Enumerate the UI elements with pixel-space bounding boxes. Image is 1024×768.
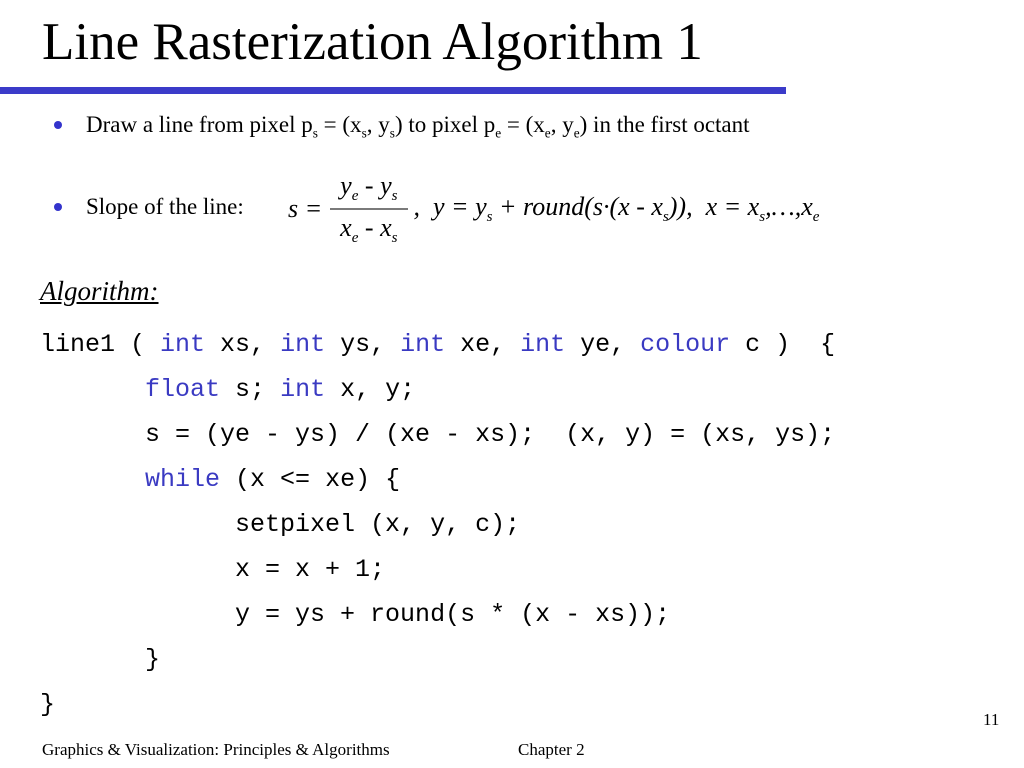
subscript-text: s (312, 125, 318, 141)
footer-chapter-label: Chapter 2 (518, 740, 585, 759)
text-segment: y = ys + round(s * (x - xs)); (40, 600, 671, 629)
formula-lhs: s = (288, 194, 322, 224)
fraction-numerator: ye - ys (330, 170, 408, 210)
slide-title: Line Rasterization Algorithm 1 (42, 13, 703, 71)
text-segment: s = (288, 194, 323, 223)
text-segment: , y = y (413, 191, 487, 221)
text-segment: y (380, 170, 392, 200)
title-underline-bar (0, 87, 786, 94)
subscript-text: s (389, 125, 395, 141)
text-segment: } (40, 690, 56, 719)
slope-formula: s = ye - ys xe - xs , y = ys + round(s·(… (288, 168, 819, 250)
subscript-text: s (361, 125, 367, 141)
subscript-text: e (544, 125, 551, 141)
text-segment: s = (ye - ys) / (xe - xs); (x, y) = (xs,… (40, 420, 836, 449)
text-segment: - (358, 213, 381, 242)
text-segment: x = x + 1; (40, 555, 386, 584)
text-segment: (x <= xe) { (220, 465, 401, 494)
subscript-text: e (495, 125, 502, 141)
text-segment: ys, (325, 330, 401, 359)
code-line: x = x + 1; (40, 547, 835, 592)
code-block: line1 ( int xs, int ys, int xe, int ye, … (40, 322, 835, 727)
bullet-text-slope: Slope of the line: (86, 194, 244, 219)
text-segment: xs, (205, 330, 281, 359)
bullet-text-draw-line: Draw a line from pixel ps = (xs, ys) to … (86, 112, 750, 142)
bullet-dot-icon (54, 203, 62, 211)
text-segment: c ) { (730, 330, 836, 359)
text-segment: xe, (445, 330, 521, 359)
text-segment: x (340, 213, 352, 242)
bullet-dot-icon (54, 121, 62, 129)
text-segment: + round(s·(x - x (492, 191, 663, 221)
text-segment: s; (220, 375, 281, 404)
text-segment: setpixel (x, y, c); (40, 510, 521, 539)
code-keyword: int (160, 330, 206, 359)
subscript-text: s (662, 209, 669, 226)
formula-fraction: ye - ys xe - xs (330, 170, 408, 247)
text-segment: } (40, 645, 161, 674)
text-segment: , y (366, 112, 390, 137)
formula-tail: , y = ys + round(s·(x - xs)), x = xs,…,x… (414, 192, 820, 226)
code-keyword: while (145, 465, 221, 494)
subscript-text: s (391, 230, 398, 247)
text-segment: )), x = x (668, 191, 760, 221)
text-segment: ) to pixel p (394, 112, 496, 137)
code-keyword: float (145, 375, 221, 404)
subscript-text: e (351, 230, 359, 247)
text-segment: = (x (317, 112, 362, 137)
text-segment: ye, (565, 330, 641, 359)
code-line: float s; int x, y; (40, 367, 835, 412)
text-segment: y (340, 170, 352, 200)
code-keyword: int (520, 330, 566, 359)
code-line: } (40, 682, 835, 727)
text-segment: line1 ( (40, 330, 161, 359)
fraction-denominator: xe - xs (340, 210, 397, 247)
text-segment: Draw a line from pixel p (86, 112, 313, 137)
text-segment: x, y; (325, 375, 416, 404)
subscript-text: e (812, 209, 820, 226)
code-keyword: int (280, 330, 326, 359)
subscript-text: s (486, 209, 493, 226)
text-segment: - (358, 170, 381, 200)
text-segment: ) in the first octant (579, 112, 750, 137)
code-keyword: int (400, 330, 446, 359)
code-line: line1 ( int xs, int ys, int xe, int ye, … (40, 322, 835, 367)
text-segment (40, 375, 145, 404)
text-segment: ,…,x (765, 191, 813, 221)
page-number: 11 (983, 710, 1000, 729)
text-segment: , y (550, 112, 574, 137)
text-segment: = (x (501, 112, 545, 137)
code-keyword: colour (640, 330, 731, 359)
code-line: s = (ye - ys) / (xe - xs); (x, y) = (xs,… (40, 412, 835, 457)
code-line: setpixel (x, y, c); (40, 502, 835, 547)
bullet-item-slope: Slope of the line: (54, 194, 244, 220)
code-line: } (40, 637, 835, 682)
text-segment: x (380, 213, 392, 242)
text-segment (40, 465, 145, 494)
code-line: y = ys + round(s * (x - xs)); (40, 592, 835, 637)
code-keyword: int (280, 375, 326, 404)
code-line: while (x <= xe) { (40, 457, 835, 502)
subscript-text: s (391, 188, 398, 204)
subscript-text: s (759, 209, 766, 226)
footer-book-title: Graphics & Visualization: Principles & A… (42, 740, 390, 759)
bullet-item-draw-line: Draw a line from pixel ps = (xs, ys) to … (54, 112, 750, 142)
algorithm-heading: Algorithm: (40, 276, 159, 306)
subscript-text: e (573, 125, 580, 141)
subscript-text: e (351, 188, 359, 204)
